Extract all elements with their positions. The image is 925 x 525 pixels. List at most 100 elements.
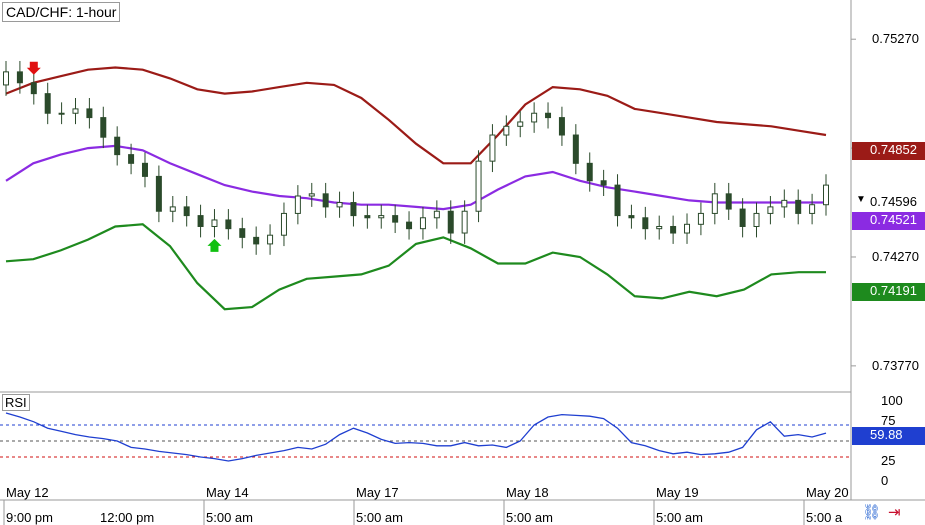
rsi-tick-label: 75 xyxy=(881,413,895,428)
candle-body xyxy=(809,204,816,214)
price-tick-label: 0.73770 xyxy=(872,358,919,373)
link-icon[interactable]: ⛓ xyxy=(862,503,882,521)
candle-body xyxy=(433,210,440,219)
candle-body xyxy=(517,121,524,127)
candle-body xyxy=(183,206,190,217)
candle-body xyxy=(267,234,274,245)
candle-body xyxy=(475,160,482,212)
candle-body xyxy=(684,223,691,234)
lower-band-line xyxy=(5,223,826,311)
candle-body xyxy=(739,208,746,227)
candle-body xyxy=(711,193,718,214)
candle-body xyxy=(308,193,315,197)
time-label: 5:00 a xyxy=(806,510,843,525)
candle-body xyxy=(795,199,802,214)
date-label: May 19 xyxy=(656,485,699,500)
candle-body xyxy=(364,215,371,219)
last-price-tag: ▼ 0.74596 xyxy=(852,194,925,212)
time-label: 9:00 pm xyxy=(6,510,53,525)
candle-body xyxy=(114,136,121,156)
candle-body xyxy=(350,202,357,217)
candle-body xyxy=(141,162,148,177)
candle-body xyxy=(697,212,704,225)
time-label: 5:00 am xyxy=(356,510,403,525)
rsi-label: RSI xyxy=(2,394,30,411)
candle-body xyxy=(767,206,774,214)
candle-body xyxy=(725,193,732,210)
rsi-levels xyxy=(0,424,851,458)
candle-body xyxy=(419,217,426,230)
lower-band-price-tag: 0.74191 xyxy=(852,283,925,301)
candle-body xyxy=(642,217,649,230)
candle-body xyxy=(572,134,579,164)
rsi-series-line xyxy=(5,412,827,462)
candle-body xyxy=(447,210,454,234)
candle-body xyxy=(211,219,218,227)
date-label: May 20 xyxy=(806,485,849,500)
chart-title: CAD/CHF: 1-hour xyxy=(2,2,121,22)
candle-body xyxy=(72,108,79,114)
candle-body xyxy=(225,219,232,230)
bollinger-bands xyxy=(5,66,827,311)
candle-body xyxy=(378,215,385,219)
candle-body xyxy=(3,71,9,86)
candle-body xyxy=(58,112,65,115)
rsi-line xyxy=(5,412,827,462)
middle-band-line xyxy=(5,144,826,211)
signal-arrows xyxy=(26,61,222,252)
upper-band-price-tag: 0.74852 xyxy=(852,142,925,160)
candle-body xyxy=(753,212,760,227)
middle-band-price-tag: 0.74521 xyxy=(852,212,925,230)
candle-body xyxy=(392,215,399,223)
price-tick-label: 0.74270 xyxy=(872,249,919,264)
time-label: 5:00 am xyxy=(206,510,253,525)
candle-body xyxy=(30,82,37,95)
candle-body xyxy=(461,210,468,234)
candle-body xyxy=(16,71,23,84)
candle-body xyxy=(294,195,301,214)
candle-body xyxy=(406,221,413,230)
candle-body xyxy=(253,236,260,245)
last-price-marker-icon: ▼ xyxy=(856,194,866,205)
time-label: 5:00 am xyxy=(506,510,553,525)
candle-body xyxy=(280,212,287,236)
candle-body xyxy=(100,117,107,138)
candle-body xyxy=(489,134,496,162)
date-label: May 17 xyxy=(356,485,399,500)
rsi-tick-label: 25 xyxy=(881,453,895,468)
candle-body xyxy=(545,112,552,119)
candle-body xyxy=(558,117,565,136)
date-label: May 14 xyxy=(206,485,249,500)
date-label: May 12 xyxy=(6,485,49,500)
price-tick-label: 0.75270 xyxy=(872,31,919,46)
candle-body xyxy=(781,199,788,208)
rsi-tick-label: 100 xyxy=(881,393,903,408)
candle-body xyxy=(239,228,246,238)
candle-body xyxy=(44,93,51,114)
candle-body xyxy=(322,193,329,208)
candle-body xyxy=(128,154,135,164)
time-label: 5:00 am xyxy=(656,510,703,525)
candle-body xyxy=(86,108,93,119)
candle-body xyxy=(823,184,829,206)
candle-body xyxy=(628,215,635,219)
buy-arrow-icon xyxy=(207,238,222,252)
candle-body xyxy=(600,180,607,186)
last-price-value: 0.74596 xyxy=(870,194,917,209)
candle-body xyxy=(155,175,162,212)
rsi-value-tag: 59.88 xyxy=(852,427,925,445)
candle-body xyxy=(531,112,538,123)
sell-arrow-icon xyxy=(26,61,41,75)
candle-body xyxy=(656,225,663,230)
candles xyxy=(3,60,829,255)
time-label: 12:00 pm xyxy=(100,510,154,525)
candle-body xyxy=(336,202,343,208)
candle-body xyxy=(197,215,204,227)
date-label: May 18 xyxy=(506,485,549,500)
rsi-tick-label: 0 xyxy=(881,473,888,488)
candle-body xyxy=(670,225,677,234)
candle-body xyxy=(169,206,176,212)
arrow-right-icon[interactable]: ⇥ xyxy=(888,503,901,521)
